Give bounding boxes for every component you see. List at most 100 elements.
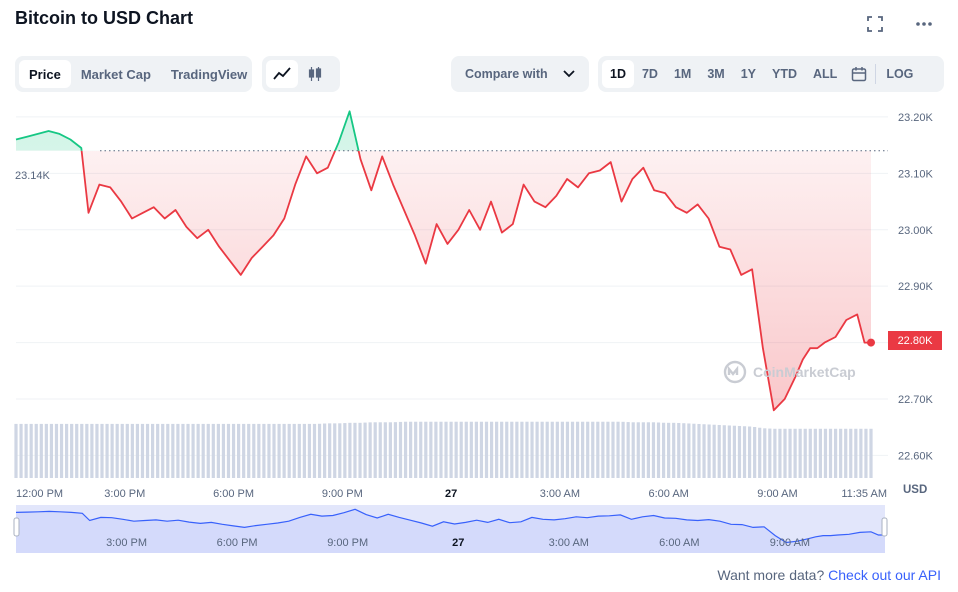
volume-bar	[14, 423, 18, 478]
volume-bar	[130, 423, 134, 478]
x-tick-label: 11:35 AM	[841, 488, 887, 500]
volume-bar	[39, 423, 43, 478]
volume-bar	[34, 423, 38, 478]
volume-bar	[646, 422, 650, 478]
navigator-area	[16, 509, 885, 553]
volume-bar	[59, 423, 64, 478]
volume-bar	[429, 421, 433, 478]
volume-bar	[489, 421, 494, 478]
current-price-tag: 22.80K	[888, 331, 942, 350]
chart-type-toggle	[262, 56, 340, 92]
range-all[interactable]: ALL	[813, 67, 838, 81]
x-tick-label: 3:00 AM	[540, 488, 580, 500]
volume-bar	[581, 421, 585, 478]
log-toggle[interactable]: LOG	[886, 67, 914, 81]
volume-bar	[505, 421, 509, 478]
range-3m[interactable]: 3M	[707, 67, 725, 81]
volume-bar	[100, 423, 104, 478]
volume-bar	[626, 422, 630, 478]
volume-bar	[616, 421, 620, 478]
volume-bar	[166, 423, 170, 478]
expand-icon[interactable]	[863, 12, 887, 36]
coinmarketcap-logo-icon	[723, 360, 747, 384]
volume-bar	[120, 423, 124, 478]
volume-bar	[763, 428, 767, 478]
volume-bar	[474, 421, 478, 478]
volume-bar	[54, 423, 59, 478]
volume-bar	[444, 421, 448, 478]
tab-market-cap[interactable]: Market Cap	[80, 66, 151, 82]
tab-tradingview[interactable]: TradingView	[170, 66, 248, 82]
chevron-down-icon	[563, 70, 575, 78]
volume-bar	[667, 422, 671, 478]
volume-bar	[95, 423, 99, 478]
range-1d[interactable]: 1D	[602, 60, 634, 88]
volume-bar	[515, 421, 519, 478]
volume-bar	[125, 423, 129, 478]
volume-bar	[798, 428, 802, 478]
calendar-button[interactable]	[845, 60, 873, 88]
volume-bar	[115, 423, 119, 478]
volume-bar	[596, 421, 600, 478]
volume-bar	[24, 423, 28, 478]
volume-bar	[171, 423, 175, 478]
volume-bar	[434, 421, 438, 478]
candlestick-button[interactable]	[298, 60, 332, 88]
range-selector: 1D 7D 1M 3M 1Y YTD ALL LOG	[598, 56, 944, 92]
range-1m[interactable]: 1M	[673, 67, 692, 81]
volume-bar	[778, 428, 782, 478]
navigator-left-handle[interactable]	[13, 517, 20, 537]
y-tick-label: 22.70K	[898, 394, 934, 406]
volume-bar	[469, 421, 473, 478]
tab-price[interactable]: Price	[19, 60, 71, 88]
volume-bar	[570, 421, 575, 478]
volume-bar	[823, 428, 828, 478]
volume-bar	[64, 423, 69, 478]
volume-bar	[768, 428, 772, 478]
compare-with-dropdown[interactable]: Compare with	[451, 56, 589, 92]
volume-bar	[388, 422, 392, 478]
range-7d[interactable]: 7D	[641, 67, 658, 81]
line-chart-button[interactable]	[266, 60, 298, 88]
volume-bar	[636, 422, 640, 478]
volume-bar	[773, 428, 777, 478]
volume-bar	[353, 422, 357, 478]
volume-bar	[363, 422, 367, 478]
volume-bar	[449, 421, 453, 478]
volume-bar	[216, 423, 220, 478]
volume-bar	[707, 424, 711, 478]
volume-bar	[651, 422, 656, 478]
volume-bar	[49, 423, 54, 478]
volume-bar	[206, 423, 210, 478]
volume-bar	[135, 423, 140, 478]
api-link[interactable]: Check out our API	[828, 567, 941, 583]
volume-bar	[535, 421, 539, 478]
more-icon[interactable]	[912, 12, 936, 36]
volume-bar	[44, 423, 48, 478]
volume-bar	[839, 428, 843, 478]
volume-bar	[191, 423, 195, 478]
volume-bar	[312, 423, 317, 478]
volume-bar	[75, 423, 79, 478]
volume-bar	[201, 423, 205, 478]
volume-bar	[262, 423, 266, 478]
range-ytd[interactable]: YTD	[772, 67, 798, 81]
last-price-dot	[867, 338, 875, 347]
volume-bar	[454, 421, 458, 478]
divider	[875, 64, 877, 84]
volume-bar	[530, 421, 534, 478]
volume-bar	[737, 425, 742, 478]
volume-bar	[783, 428, 787, 478]
volume-bar	[753, 426, 757, 478]
x-tick-label: 3:00 PM	[104, 488, 145, 500]
volume-bar	[110, 423, 114, 478]
volume-bar	[156, 423, 160, 478]
navigator-right-handle[interactable]	[881, 517, 888, 537]
y-tick-label: 22.60K	[898, 450, 934, 462]
range-1y[interactable]: 1Y	[740, 67, 757, 81]
volume-bar	[85, 423, 89, 478]
volume-bar	[398, 421, 403, 478]
volume-bar	[297, 423, 301, 478]
view-tabs: Price Market Cap TradingView	[15, 56, 252, 92]
